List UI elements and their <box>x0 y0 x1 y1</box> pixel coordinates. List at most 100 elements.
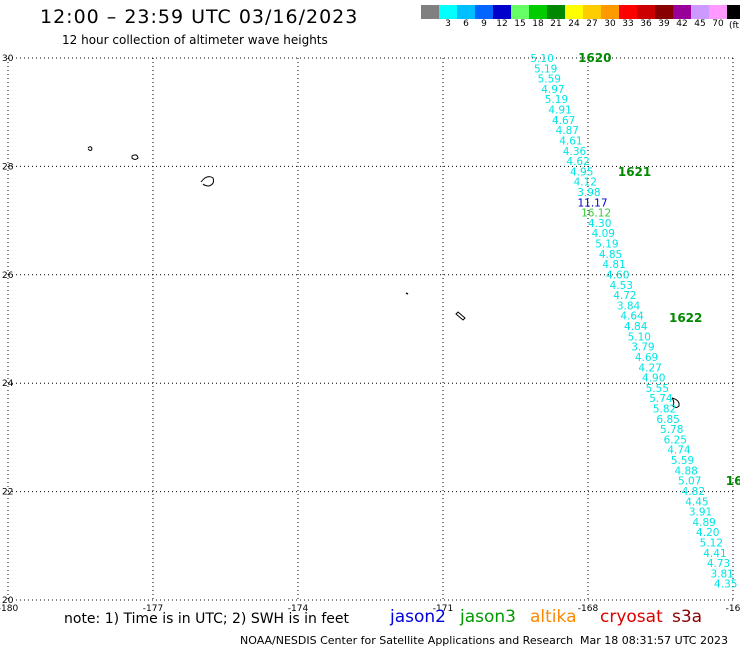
wave-height-label: 11.17 <box>577 197 607 209</box>
wave-height-label: 6.25 <box>664 434 687 446</box>
time-mark-label: 1621 <box>618 165 651 179</box>
wave-height-label: 4.67 <box>552 115 575 127</box>
color-scale-swatches <box>421 5 740 19</box>
wave-height-label: 5.82 <box>653 403 676 415</box>
x-tick-label: -171 <box>433 604 453 614</box>
time-mark-label: 1622 <box>669 311 702 325</box>
wave-height-label: 5.07 <box>678 476 701 488</box>
scale-tick-label: 6 <box>463 19 469 29</box>
wave-height-label: 5.78 <box>660 424 683 436</box>
wave-height-label: 3.91 <box>689 507 712 519</box>
wave-height-label: 3.98 <box>577 187 600 199</box>
wave-height-label: 4.12 <box>574 177 597 189</box>
time-mark-label: 1623 <box>726 474 740 488</box>
wave-height-label: 4.90 <box>642 373 665 385</box>
island-outline <box>455 311 466 321</box>
wave-height-label: 5.74 <box>649 393 673 405</box>
wave-height-label: 5.19 <box>595 239 618 251</box>
scale-swatch <box>619 5 637 19</box>
scale-tick-label: 30 <box>604 19 616 29</box>
y-tick-label: 28 <box>2 162 14 172</box>
scale-tick-label: 33 <box>622 19 634 29</box>
mission-label: altika <box>530 607 577 627</box>
y-tick-label: 26 <box>2 271 14 281</box>
scale-swatch <box>565 5 583 19</box>
wave-height-label: 4.27 <box>638 362 661 374</box>
wave-height-label: 4.36 <box>563 146 587 158</box>
wave-height-label: 5.55 <box>646 383 669 395</box>
scale-swatch <box>529 5 547 19</box>
wave-height-label: 4.09 <box>592 228 615 240</box>
scale-tick-label: 70 <box>712 19 724 29</box>
scale-swatch <box>655 5 673 19</box>
wave-height-label: 4.41 <box>703 548 726 560</box>
wave-height-label: 4.84 <box>624 321 648 333</box>
scale-swatch <box>691 5 709 19</box>
wave-height-label: 4.35 <box>714 579 737 591</box>
wave-height-label: 3.81 <box>710 568 733 580</box>
scale-tick-label: 3 <box>445 19 451 29</box>
island-outline <box>87 146 93 151</box>
scale-swatch <box>547 5 565 19</box>
wave-height-label: 4.88 <box>674 465 697 477</box>
mission-label: jason2 <box>390 607 446 627</box>
x-tick-label: -168 <box>578 604 599 614</box>
wave-height-label: 6.85 <box>656 414 679 426</box>
color-scale-unit: (ft) <box>729 21 740 31</box>
wave-height-label: 16.12 <box>581 208 611 220</box>
scale-swatch <box>475 5 493 19</box>
wave-height-label: 5.12 <box>700 538 723 550</box>
island-outline <box>671 397 680 408</box>
island-outline <box>131 154 139 160</box>
wave-height-label: 3.84 <box>617 300 641 312</box>
wave-height-label: 4.95 <box>570 166 593 178</box>
wave-height-label: 4.61 <box>559 135 582 147</box>
wave-height-label: 5.59 <box>538 74 561 86</box>
scale-tick-label: 39 <box>658 19 670 29</box>
island-outline <box>405 292 409 295</box>
wave-height-label: 4.97 <box>541 84 564 96</box>
wave-height-label: 5.19 <box>545 94 568 106</box>
scale-swatch <box>673 5 691 19</box>
scale-swatch <box>511 5 529 19</box>
wave-height-label: 4.73 <box>707 558 730 570</box>
scale-tick-label: 36 <box>640 19 652 29</box>
wave-height-label: 4.85 <box>599 249 622 261</box>
island-outlines <box>87 146 680 408</box>
scale-tick-label: 27 <box>586 19 598 29</box>
chart-subtitle: 12 hour collection of altimeter wave hei… <box>62 33 328 47</box>
scale-tick-label: 9 <box>481 19 487 29</box>
mission-label: s3a <box>672 607 703 627</box>
scale-tick-label: 24 <box>568 19 580 29</box>
x-tick-label: -174 <box>288 604 309 614</box>
mission-label: jason3 <box>460 607 516 627</box>
scale-swatch <box>457 5 475 19</box>
y-tick-label: 30 <box>2 54 14 64</box>
chart-title: 12:00 – 23:59 UTC 03/16/2023 <box>40 6 359 28</box>
scale-tick-label: 42 <box>676 19 688 29</box>
wave-height-label: 4.81 <box>602 259 625 271</box>
y-tick-label: 22 <box>2 488 13 498</box>
scale-tick-label: 21 <box>550 19 562 29</box>
scale-swatch <box>583 5 601 19</box>
scale-tick-label: 45 <box>694 19 706 29</box>
generated-timestamp: Mar 18 08:31:57 UTC 2023 <box>580 634 728 647</box>
wave-height-label: 4.53 <box>610 280 633 292</box>
scale-swatch <box>421 5 439 19</box>
wave-height-label: 4.45 <box>685 496 708 508</box>
color-scale-labels: 3 6 9 12 15 18 21 24 27 30 33 36 39 42 45 70 <box>421 19 740 29</box>
wave-height-label: 4.20 <box>696 527 719 539</box>
scale-swatch <box>439 5 457 19</box>
time-mark-label: 1620 <box>578 51 611 65</box>
scale-swatch <box>727 5 740 19</box>
x-tick-label: -16 <box>726 604 740 614</box>
scale-swatch <box>709 5 727 19</box>
wave-height-label: 5.10 <box>530 53 553 65</box>
wave-height-label: 4.74 <box>667 445 691 457</box>
scale-swatch <box>493 5 511 19</box>
wave-height-label: 3.79 <box>631 342 654 354</box>
y-tick-label: 24 <box>2 379 14 389</box>
wave-height-label: 4.60 <box>606 269 629 281</box>
scale-tick-label: 12 <box>496 19 508 29</box>
